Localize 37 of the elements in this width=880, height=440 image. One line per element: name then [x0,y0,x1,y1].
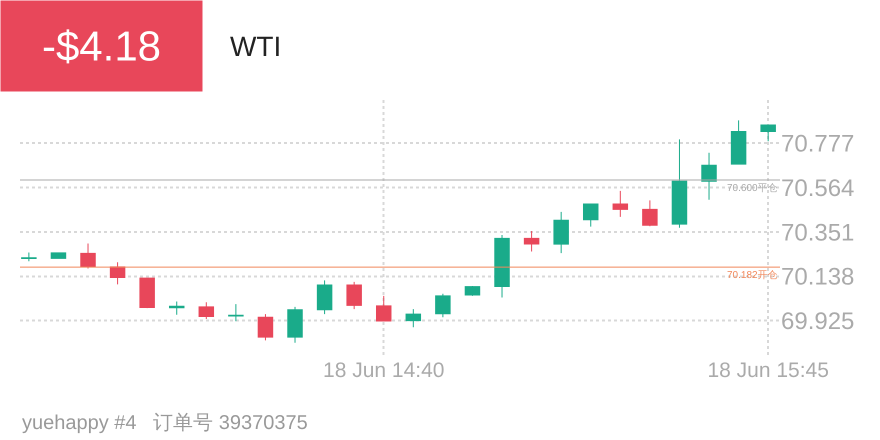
candlestick [582,203,598,228]
candlestick [406,308,422,328]
candlestick [198,302,214,320]
candlestick [21,252,37,262]
y-tick-label: 70.138 [781,264,854,291]
candlestick [139,277,155,309]
candlestick [524,230,540,252]
candlestick [672,138,688,228]
candlestick [376,295,392,322]
ref-line-label: 70.182开仓 [727,269,778,281]
candlestick [494,234,510,298]
candlestick [316,280,332,315]
candlestick [110,262,126,285]
candlestick [730,120,746,165]
candlestick [642,200,658,227]
ref-line-label: 70.600平仓 [727,182,778,194]
candlestick [50,252,66,260]
x-tick-label: 18 Jun 15:45 [707,359,829,382]
candlestick [612,190,628,218]
y-tick-label: 70.564 [781,174,854,202]
candlestick [80,243,96,270]
y-tick-label: 70.351 [781,219,854,246]
candlestick [346,281,362,310]
chart-title: WTI [230,30,282,62]
y-tick-label: 70.777 [781,130,854,158]
candlestick [701,152,717,200]
candlestick [258,314,274,341]
candlestick [287,306,303,344]
candlestick [760,124,776,142]
candlestick [435,293,451,318]
x-tick-label: 18 Jun 14:40 [323,359,444,382]
candlestick [464,286,480,296]
text: -$4.18 [42,22,162,70]
candlestick [553,211,569,254]
y-tick-label: 69.925 [781,308,854,336]
text: yuehappy #4 订单号 39370375 [22,412,308,434]
candlestick [228,304,244,322]
